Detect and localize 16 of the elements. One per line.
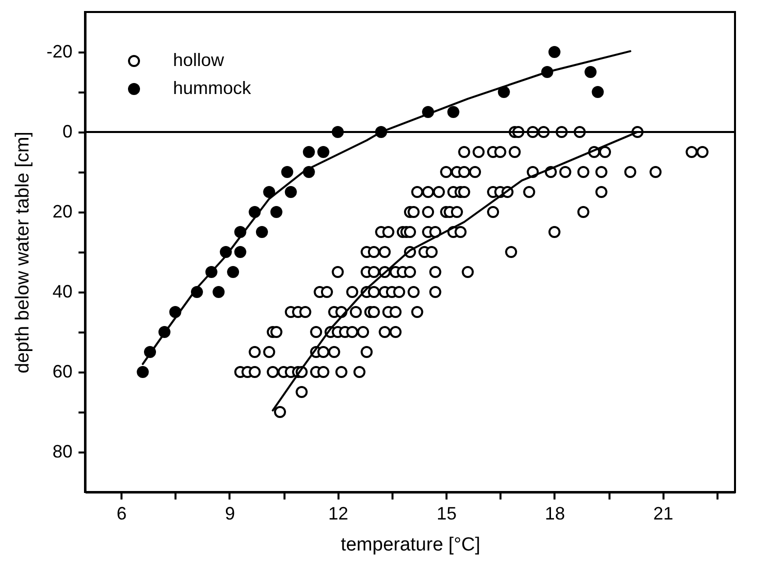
legend-label: hollow bbox=[173, 50, 226, 70]
y-tick-label: 60 bbox=[52, 362, 72, 382]
legend-label: hummock bbox=[173, 78, 252, 98]
x-tick-label: 9 bbox=[224, 504, 235, 524]
y-axis-title: depth below water table [cm] bbox=[12, 132, 34, 374]
x-axis-title: temperature [°C] bbox=[340, 534, 480, 556]
y-tick-label: -20 bbox=[46, 42, 72, 62]
x-tick-label: 6 bbox=[116, 504, 127, 524]
x-tick-label: 12 bbox=[328, 504, 348, 524]
y-tick-label: 80 bbox=[52, 442, 72, 462]
y-tick-label: 20 bbox=[52, 202, 72, 222]
y-tick-label: 0 bbox=[62, 122, 72, 142]
x-tick-label: 15 bbox=[436, 504, 457, 524]
x-tick-label: 21 bbox=[653, 504, 674, 524]
x-tick-label: 18 bbox=[544, 504, 565, 524]
y-tick-label: 40 bbox=[52, 282, 72, 302]
